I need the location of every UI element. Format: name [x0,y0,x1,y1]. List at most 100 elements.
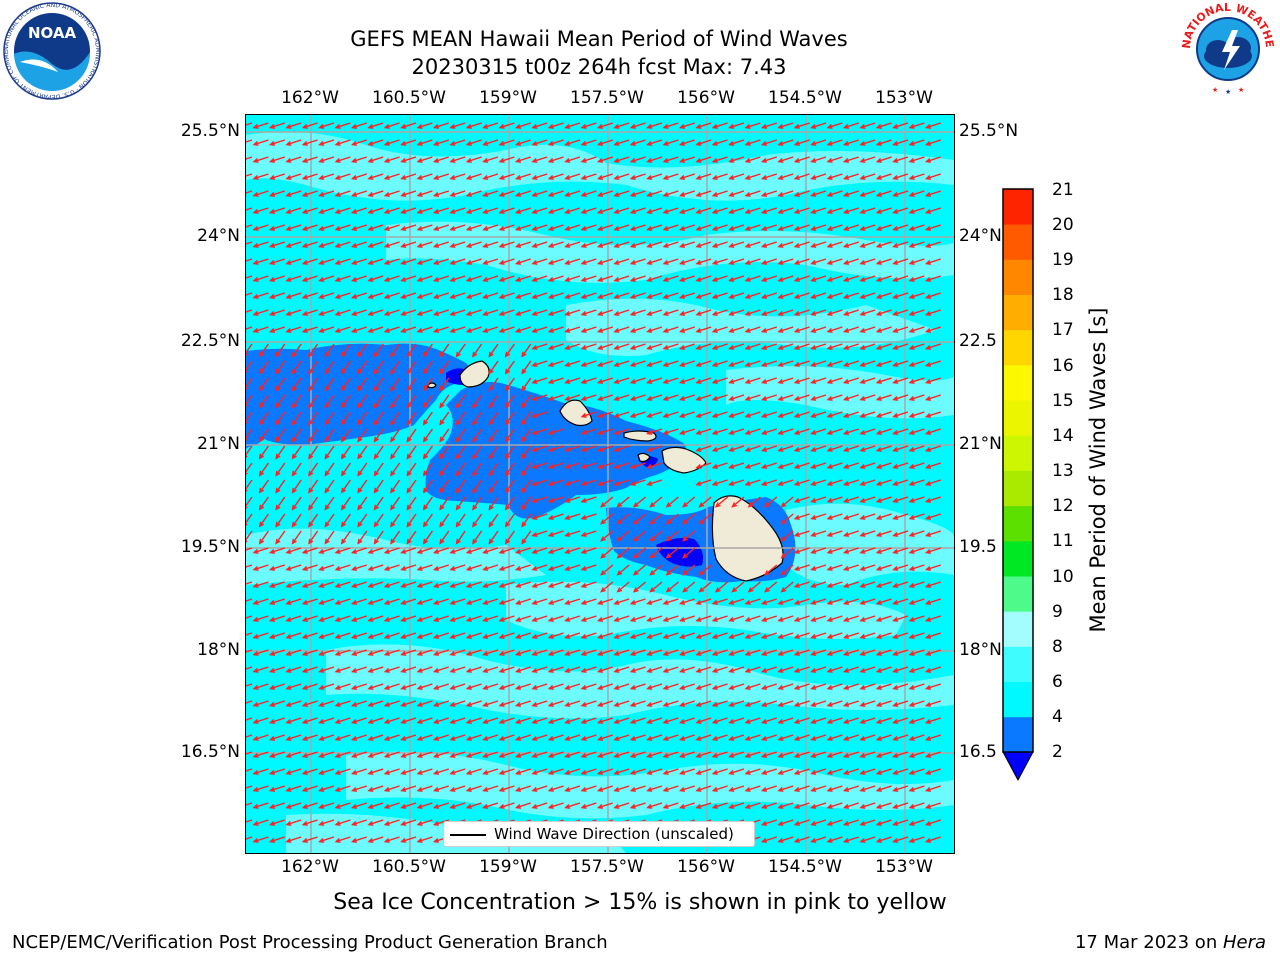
wave-arrow-head [875,786,882,792]
right-lat-tick: 24°N [959,226,1002,246]
wave-arrow [795,224,810,231]
wave-arrow-head [613,310,620,316]
wave-arrow [270,190,286,197]
wave-arrow [680,207,696,214]
wave-arrow [401,751,417,758]
wave-arrow-head [678,361,686,367]
wave-arrow-head [596,684,604,690]
wave-arrow [324,411,335,425]
wave-arrow-head [908,429,915,435]
wave-arrow-head [826,191,833,197]
wave-arrow [246,547,253,551]
wave-arrow-head [498,735,505,741]
wave-arrow-head [564,531,571,537]
wave-arrow [663,632,679,639]
wave-arrow-head [580,276,587,282]
wave-arrow-head [350,327,358,333]
wave-arrow [745,462,761,469]
wave-arrow-head [531,582,538,588]
wave-arrow-head [810,820,817,826]
wave-arrow [860,836,876,843]
wave-arrow [499,258,515,265]
wave-arrow [893,394,909,401]
wave-arrow-head [422,368,429,375]
wave-arrow [385,649,400,656]
wave-arrow [909,394,925,401]
wave-arrow [909,377,925,384]
wave-arrow-head [482,582,489,588]
wave-arrow-head [646,310,653,316]
wave-arrow-head [728,735,735,741]
wave-arrow-head [744,140,751,146]
wave-arrow [319,241,335,248]
wave-arrow-head [859,514,866,520]
wave-arrow-head [383,650,390,656]
wave-arrow [877,462,892,469]
wave-arrow-head [842,344,850,350]
wave-arrow [663,156,679,163]
wave-arrow-head [793,548,800,554]
colorbar-segment [1003,540,1033,577]
wave-arrow [456,428,466,442]
wave-arrow [565,734,581,741]
wave-arrow-head [662,157,669,163]
wave-arrow-head [400,667,407,673]
wave-arrow [844,173,860,180]
wave-arrow [631,734,646,741]
wave-arrow [303,615,318,622]
svg-text:★: ★ [1225,88,1231,96]
wave-arrow-head [285,616,292,622]
wave-arrow [614,462,630,469]
wave-arrow-head [580,225,587,231]
wave-arrow [762,258,778,265]
wave-arrow [860,462,876,469]
wave-arrow [614,173,630,180]
wave-arrow [893,275,909,282]
wave-arrow-head [678,412,686,418]
wave-arrow-head [334,157,341,163]
wave-arrow [926,513,942,520]
wave-arrow-head [777,633,784,639]
wave-arrow-head [482,123,489,129]
wave-arrow [729,479,745,486]
wave-arrow-head [301,191,308,197]
wave-arrow-head [275,453,281,460]
colorbar-tick: 20 [1052,215,1074,235]
wave-arrow [764,564,778,576]
wave-arrow-head [646,480,653,486]
wave-arrow [532,768,548,775]
wave-arrow [335,139,351,146]
wave-arrow [827,513,843,520]
wave-arrow [745,768,761,775]
wave-arrow [292,377,302,391]
wave-arrow [303,700,318,707]
wave-arrow [778,122,794,129]
wave-arrow-head [728,599,735,605]
wave-arrow [926,394,942,401]
wave-arrow [893,819,909,826]
wave-arrow-head [252,616,259,622]
wave-arrow-head [744,446,751,452]
wave-arrow [614,224,630,231]
wave-arrow [259,479,269,493]
wave-arrow-head [432,157,440,163]
wave-arrow-head [646,327,653,333]
wave-arrow-head [711,616,718,622]
wave-arrow-head [613,599,620,605]
wave-arrow [532,666,548,673]
wave-arrow [811,496,827,503]
wave-arrow-head [600,502,606,508]
wave-arrow [401,836,417,843]
wave-arrow [598,479,614,486]
wave-arrow [893,207,909,214]
wave-arrow [246,462,253,473]
wave-arrow-head [760,412,768,418]
wave-arrow [246,156,253,160]
wave-arrow [521,428,532,442]
wave-arrow-head [908,174,915,180]
wave-arrow-head [859,446,866,452]
wave-arrow-head [531,259,538,265]
wave-arrow-head [908,752,915,758]
wave-arrow [647,615,663,622]
wave-arrow [877,598,892,605]
